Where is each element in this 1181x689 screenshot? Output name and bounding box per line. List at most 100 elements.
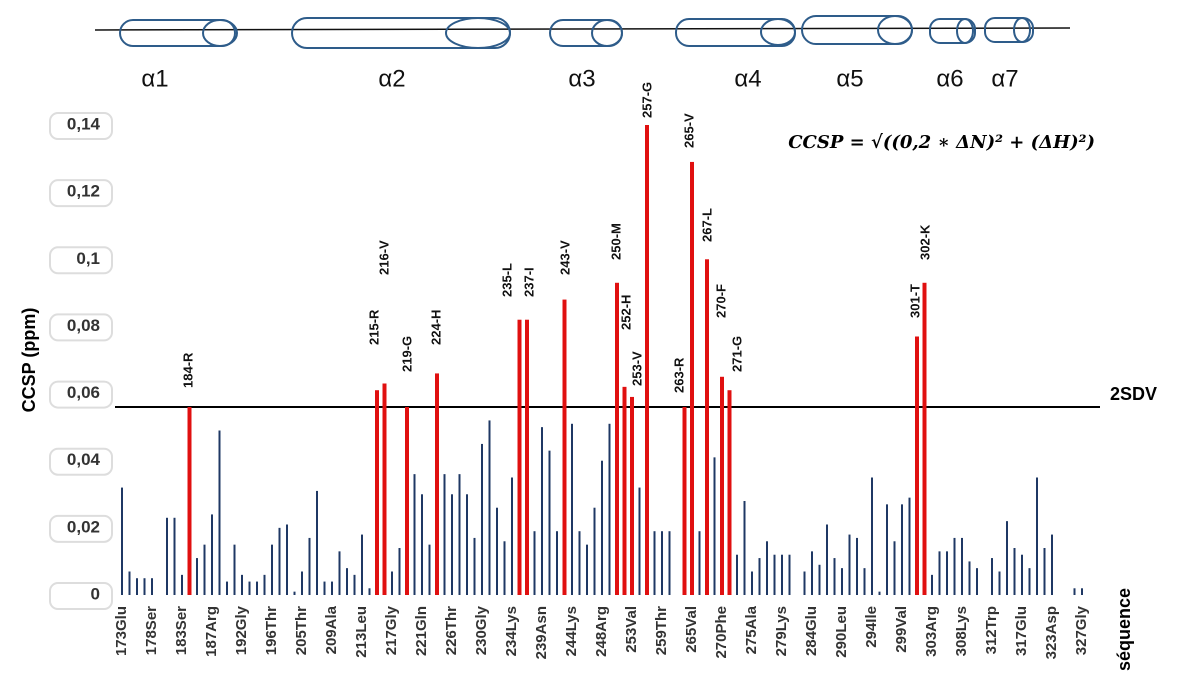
bar — [946, 551, 948, 595]
bar — [368, 588, 371, 595]
bar — [638, 487, 641, 595]
x-tick-label: 279Lys — [773, 606, 790, 656]
x-tick-label: 294Ile — [863, 606, 880, 648]
bar — [196, 558, 198, 595]
bar — [361, 534, 363, 595]
y-tick-box — [49, 447, 113, 476]
helix-label: α5 — [836, 65, 863, 92]
threshold-label: 2SDV — [1110, 384, 1157, 404]
bar — [443, 474, 446, 595]
bar — [998, 571, 1001, 595]
y-tick-label: 0,08 — [67, 316, 100, 335]
x-tick-label: 234Lys — [503, 606, 520, 656]
bar-label: 271-G — [729, 336, 744, 372]
y-tick-box — [49, 246, 113, 275]
bar — [788, 554, 791, 595]
bar — [713, 457, 716, 595]
bar — [615, 282, 619, 595]
bar — [405, 407, 409, 595]
bar — [286, 524, 288, 595]
bar — [811, 551, 813, 595]
bar — [645, 125, 649, 595]
x-tick-label: 317Glu — [1013, 606, 1030, 656]
bar — [668, 531, 671, 595]
y-tick-box — [49, 179, 113, 208]
bar — [893, 541, 896, 595]
bar — [398, 548, 401, 595]
bar — [481, 443, 483, 595]
bar — [338, 551, 341, 595]
bar — [301, 571, 303, 595]
bar — [781, 554, 783, 595]
x-tick-label: 209Ala — [323, 605, 340, 654]
bar — [938, 551, 941, 595]
bar — [968, 561, 971, 595]
bar — [803, 571, 806, 595]
bar — [976, 568, 978, 595]
bar — [473, 537, 476, 595]
formula: CCSP = √((0,2 ∗ ΔN)² + (ΔH)²) — [788, 132, 1095, 153]
bar — [517, 319, 522, 595]
x-tick-label: 230Gly — [473, 605, 490, 655]
bar — [571, 423, 573, 595]
x-axis-label: séquence — [1114, 588, 1134, 671]
y-tick-label: 0 — [91, 584, 100, 603]
x-tick-label: 217Gly — [383, 605, 400, 655]
bar-label: 216-V — [376, 240, 391, 275]
bar — [848, 534, 851, 595]
bar — [503, 541, 506, 595]
y-tick-label: 0,04 — [67, 450, 101, 469]
bar — [533, 531, 536, 595]
bar — [375, 390, 379, 595]
bar — [1013, 548, 1016, 595]
bar — [525, 319, 529, 595]
bar — [593, 507, 596, 595]
x-tick-label: 196Thr — [263, 606, 280, 655]
helix-label: α6 — [936, 65, 963, 92]
x-tick-label: 248Arg — [593, 606, 610, 657]
bar — [863, 568, 866, 595]
bar — [128, 571, 131, 595]
bar — [922, 282, 927, 595]
x-tick-label: 323Asp — [1043, 606, 1060, 659]
x-tick-label: 253Val — [623, 606, 640, 653]
bar — [931, 574, 933, 595]
x-tick-label: 259Thr — [653, 606, 670, 655]
bar-label: 219-G — [399, 336, 414, 372]
bar — [382, 383, 387, 595]
x-tick-label: 327Gly — [1073, 605, 1090, 655]
bar — [353, 574, 356, 595]
x-tick-label: 290Leu — [833, 606, 850, 658]
x-tick-label: 187Arg — [203, 606, 220, 657]
bar — [826, 524, 828, 595]
y-tick-box — [49, 313, 113, 342]
bar — [488, 420, 491, 595]
bar — [720, 376, 724, 595]
bar — [466, 494, 468, 595]
bar-label: 257-G — [639, 82, 654, 118]
bar — [458, 474, 461, 595]
bar — [233, 544, 236, 595]
bar — [187, 407, 192, 595]
bar — [878, 591, 881, 595]
bar — [511, 477, 513, 595]
bar — [1051, 534, 1053, 595]
x-tick-label: 265Val — [683, 606, 700, 653]
bar — [915, 336, 919, 595]
x-tick-label: 299Val — [893, 606, 910, 653]
bar — [428, 544, 431, 595]
bar — [953, 537, 956, 595]
bar-label: 253-V — [629, 351, 644, 386]
bar — [308, 537, 311, 595]
x-tick-label: 239Asn — [533, 606, 550, 659]
x-tick-label: 303Arg — [923, 606, 940, 657]
bar — [1006, 521, 1008, 595]
bar — [586, 544, 588, 595]
bar — [256, 581, 258, 595]
bar-label: 270-F — [713, 284, 728, 318]
bar — [271, 544, 273, 595]
bar — [743, 501, 746, 595]
bar — [316, 490, 318, 595]
y-tick-label: 0,12 — [67, 182, 100, 201]
